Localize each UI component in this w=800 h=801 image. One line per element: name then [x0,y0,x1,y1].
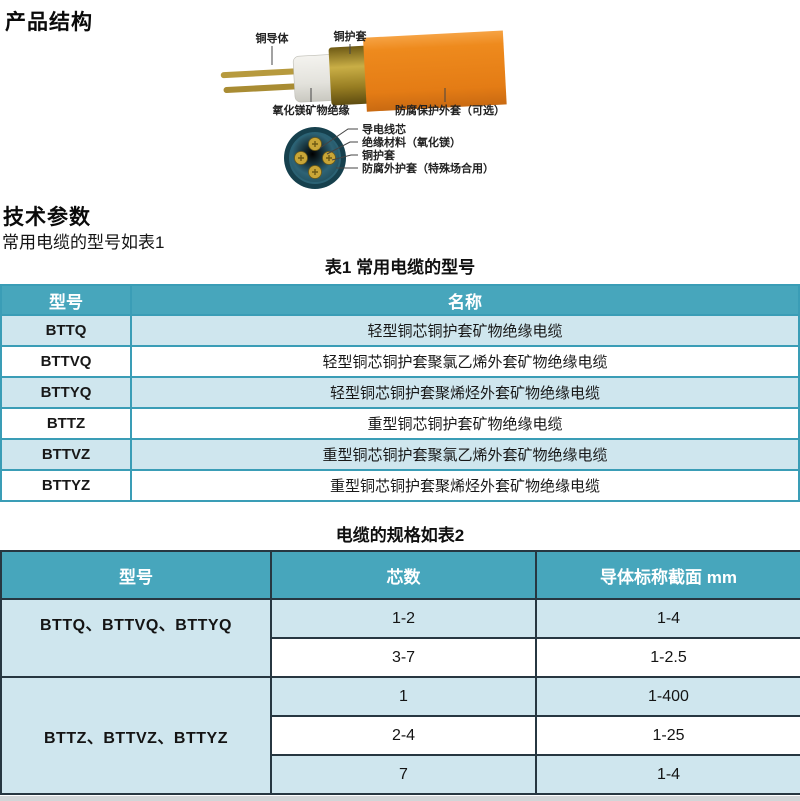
table1-intro-text: 常用电缆的型号如表1 [2,233,165,252]
section-title-product-structure: 产品结构 [5,11,93,34]
label-mgo-insulation: 氧化镁矿物绝缘 [272,103,350,117]
cable-models-table: 型号 名称 BTTQ 轻型铜芯铜护套矿物绝缘电缆 BTTVQ 轻型铜芯铜护套聚氯… [0,284,800,502]
cores-cell: 2-4 [270,715,537,756]
cable-side-view [220,30,507,112]
table-row: BTTVZ 重型铜芯铜护套聚氯乙烯外套矿物绝缘电缆 [0,438,800,471]
label-conducting-core: 导电线芯 [362,122,406,136]
cross-conductor-marks [298,141,332,175]
table-row: BTTZ、BTTVZ、BTTYZ 1 1-400 [0,676,800,795]
table-row: BTTQ、BTTVQ、BTTYQ 1-2 1-4 [0,598,800,678]
table1-header-model: 型号 [0,284,132,316]
copper-conductor-bottom [223,83,306,94]
cross-section-cell: 1-400 [535,676,800,717]
outer-jacket [363,30,507,112]
cross-section-cell: 1-4 [535,598,800,639]
name-cell: 重型铜芯铜护套矿物绝缘电缆 [130,407,800,440]
name-cell: 轻型铜芯铜护套聚烯烃外套矿物绝缘电缆 [130,376,800,409]
cable-diagram-svg: 铜导体 铜护套 氧化镁矿物绝缘 防腐保护外套（可选） [220,29,507,189]
cross-section-cell: 1-2.5 [535,637,800,678]
cable-cross-section [284,127,346,189]
name-cell: 重型铜芯铜护套聚烯烃外套矿物绝缘电缆 [130,469,800,502]
table-row: BTTYQ 轻型铜芯铜护套聚烯烃外套矿物绝缘电缆 [0,376,800,409]
table-row: 3-7 1-2.5 [1,637,800,678]
cross-section-cell: 1-25 [535,715,800,756]
label-insulation-material: 绝缘材料（氧化镁） [362,135,461,149]
cable-structure-figure: 铜导体 铜护套 氧化镁矿物绝缘 防腐保护外套（可选） [210,28,600,198]
table2-header-model: 型号 [0,550,272,600]
table-row: BTTYZ 重型铜芯铜护套聚烯烃外套矿物绝缘电缆 [0,469,800,502]
table-row: BTTQ 轻型铜芯铜护套矿物绝缘电缆 [0,314,800,347]
cores-cell: 3-7 [270,637,537,678]
table1-header-row: 型号 名称 [0,284,800,316]
name-cell: 轻型铜芯铜护套聚氯乙烯外套矿物绝缘电缆 [130,345,800,378]
model-cell: BTTVZ [0,438,132,471]
cores-cell: 1-2 [270,598,537,639]
label-anticorrosion-jacket: 防腐外护套（特殊场合用） [362,161,494,175]
label-copper-conductor: 铜导体 [255,31,290,45]
cable-specs-table: 型号 芯数 导体标称截面 mm BTTQ、BTTVQ、BTTYQ 1-2 1-4… [0,550,800,795]
copper-sheath [328,45,372,106]
table-row: BTTVQ 轻型铜芯铜护套聚氯乙烯外套矿物绝缘电缆 [0,345,800,378]
label-protective-jacket: 防腐保护外套（可选） [395,103,505,117]
section-title-technical-parameters: 技术参数 [3,206,91,229]
table2-header-cores: 芯数 [270,550,537,600]
cores-cell: 7 [270,754,537,795]
cross-leaders [319,128,358,169]
copper-conductor-top [220,68,305,79]
table-row: 2-4 1-25 [1,715,800,756]
table1-header-name: 名称 [130,284,800,316]
table2-header-cross-section: 导体标称截面 mm [535,550,800,600]
label-copper-sheath: 铜护套 [333,29,368,43]
page-bottom-divider [0,796,800,801]
table-row: BTTZ 重型铜芯铜护套矿物绝缘电缆 [0,407,800,440]
label-cross-copper-sheath: 铜护套 [361,148,396,162]
name-cell: 轻型铜芯铜护套矿物绝缘电缆 [130,314,800,347]
model-cell: BTTYZ [0,469,132,502]
model-cell: BTTVQ [0,345,132,378]
name-cell: 重型铜芯铜护套聚氯乙烯外套矿物绝缘电缆 [130,438,800,471]
table2-caption: 电缆的规格如表2 [335,526,465,545]
model-group-cell: BTTZ、BTTVZ、BTTYZ [0,676,272,795]
table2-header-row: 型号 芯数 导体标称截面 mm [0,550,800,600]
model-group-cell: BTTQ、BTTVQ、BTTYQ [0,598,272,678]
cores-cell: 1 [270,676,537,717]
cross-section-cell: 1-4 [535,754,800,795]
model-cell: BTTYQ [0,376,132,409]
table1-caption: 表1 常用电缆的型号 [324,258,476,277]
table-row: 7 1-4 [1,754,800,795]
model-cell: BTTZ [0,407,132,440]
model-cell: BTTQ [0,314,132,347]
